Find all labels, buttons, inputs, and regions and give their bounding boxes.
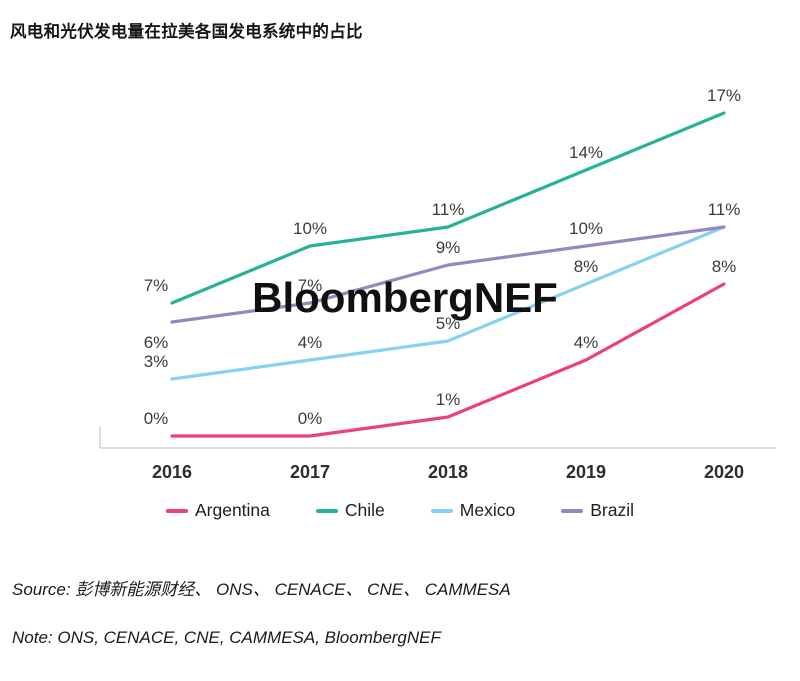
legend-label: Chile <box>344 500 385 520</box>
legend-item-brazil: Brazil <box>561 500 634 521</box>
data-label: 5% <box>436 314 461 333</box>
series-lines <box>170 111 726 438</box>
data-label: 8% <box>574 257 599 276</box>
legend-swatch-chile <box>315 508 338 513</box>
line-brazil <box>170 225 726 324</box>
line-chile <box>170 111 726 305</box>
data-label: 14% <box>569 143 603 162</box>
x-tick-label: 2016 <box>152 462 192 482</box>
data-label: 8% <box>712 257 737 276</box>
x-tick-label: 2020 <box>704 462 744 482</box>
data-label: 9% <box>436 238 461 257</box>
line-chart: BloombergNEF 0% 0% 1% 4% 8% 7% 10% 11% 14% 17% 3% 4… <box>99 86 776 482</box>
legend-label: Brazil <box>590 500 634 520</box>
note-text: Note: ONS, CENACE, CNE, CAMMESA, Bloombe… <box>12 628 441 647</box>
data-label: 10% <box>569 219 603 238</box>
data-labels: 0% 0% 1% 4% 8% 7% 10% 11% 14% 17% 3% 4% 5% 8% 11% 6% 7% 9… <box>144 86 741 428</box>
data-label: 4% <box>574 333 599 352</box>
data-label: 7% <box>144 276 169 295</box>
data-label: 0% <box>144 409 169 428</box>
data-label: 11% <box>708 200 741 219</box>
legend: Argentina Chile Mexico Brazil <box>0 500 800 521</box>
data-label: 11% <box>432 200 465 219</box>
legend-item-mexico: Mexico <box>430 500 516 521</box>
source-text: Source: 彭博新能源财经、 ONS、 CENACE、 CNE、 CAMME… <box>12 580 511 599</box>
legend-swatch-mexico <box>430 508 453 513</box>
line-mexico <box>170 225 726 381</box>
data-label: 10% <box>293 219 327 238</box>
data-label: 4% <box>298 333 323 352</box>
x-axis-ticks: 2016 2017 2018 2019 2020 <box>152 462 744 482</box>
data-label: 7% <box>298 276 323 295</box>
x-tick-label: 2018 <box>428 462 468 482</box>
legend-item-argentina: Argentina <box>165 500 270 521</box>
data-label: 17% <box>707 86 741 105</box>
legend-item-chile: Chile <box>315 500 385 521</box>
data-label: 0% <box>298 409 323 428</box>
x-tick-label: 2019 <box>566 462 606 482</box>
data-label: 1% <box>436 390 461 409</box>
data-label: 6% <box>144 333 169 352</box>
x-tick-label: 2017 <box>290 462 330 482</box>
data-label: 3% <box>144 352 169 371</box>
legend-swatch-argentina <box>165 508 188 513</box>
chart-axes <box>99 426 776 449</box>
legend-label: Argentina <box>194 500 270 520</box>
legend-swatch-brazil <box>561 508 584 513</box>
line-argentina <box>170 282 726 438</box>
legend-label: Mexico <box>459 500 516 520</box>
chart-title: 风电和光伏发电量在拉美各国发电系统中的占比 <box>10 23 363 41</box>
watermark: BloombergNEF <box>252 274 558 321</box>
